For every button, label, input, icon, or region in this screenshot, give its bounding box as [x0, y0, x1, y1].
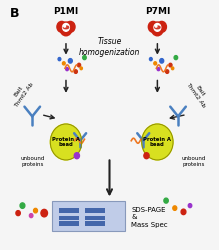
Circle shape: [60, 23, 72, 37]
FancyBboxPatch shape: [59, 222, 79, 226]
Circle shape: [188, 204, 192, 208]
Circle shape: [174, 56, 178, 60]
Circle shape: [57, 22, 66, 33]
Circle shape: [64, 26, 65, 28]
Text: Bait
Tnmt2 Ab: Bait Tnmt2 Ab: [185, 78, 210, 108]
Circle shape: [181, 209, 186, 215]
Ellipse shape: [151, 23, 163, 34]
Circle shape: [58, 58, 61, 61]
FancyBboxPatch shape: [59, 208, 79, 213]
Text: Protein A
bead: Protein A bead: [52, 136, 80, 147]
Circle shape: [142, 124, 173, 160]
Circle shape: [74, 70, 77, 74]
Circle shape: [160, 59, 164, 64]
Circle shape: [16, 211, 20, 216]
Circle shape: [173, 206, 177, 210]
Circle shape: [164, 198, 168, 203]
Circle shape: [50, 124, 82, 160]
Circle shape: [34, 208, 37, 213]
FancyBboxPatch shape: [85, 222, 105, 226]
Circle shape: [83, 56, 86, 60]
Circle shape: [66, 68, 68, 71]
Circle shape: [154, 62, 157, 66]
FancyBboxPatch shape: [85, 208, 105, 213]
Text: Bait
Tnmt2 Ab: Bait Tnmt2 Ab: [9, 78, 34, 108]
Circle shape: [53, 214, 58, 220]
Circle shape: [41, 210, 48, 217]
Circle shape: [152, 23, 163, 37]
Text: unbound
proteins: unbound proteins: [181, 156, 205, 166]
Text: P7MI: P7MI: [145, 7, 170, 16]
Circle shape: [29, 214, 33, 218]
Circle shape: [154, 24, 161, 32]
Circle shape: [150, 58, 152, 61]
Circle shape: [20, 203, 25, 208]
Text: unbound
proteins: unbound proteins: [20, 156, 44, 166]
Text: SDS-PAGE
&
Mass Spec: SDS-PAGE & Mass Spec: [131, 206, 168, 227]
Text: P1MI: P1MI: [53, 7, 79, 16]
Circle shape: [166, 70, 169, 74]
Circle shape: [148, 22, 158, 33]
Ellipse shape: [60, 23, 72, 34]
Circle shape: [62, 62, 65, 66]
FancyBboxPatch shape: [53, 202, 125, 231]
Circle shape: [169, 64, 172, 68]
Circle shape: [80, 68, 82, 70]
Circle shape: [157, 68, 160, 71]
Circle shape: [68, 59, 72, 64]
Text: Protein A
bead: Protein A bead: [143, 136, 171, 147]
Circle shape: [65, 22, 75, 33]
Circle shape: [78, 64, 81, 68]
Ellipse shape: [155, 27, 160, 30]
Text: Tissue
homogenization: Tissue homogenization: [79, 37, 140, 57]
Circle shape: [144, 153, 149, 159]
Ellipse shape: [63, 27, 69, 30]
Circle shape: [155, 26, 157, 28]
Circle shape: [74, 153, 79, 159]
FancyBboxPatch shape: [59, 216, 79, 220]
Text: B: B: [9, 7, 19, 20]
FancyBboxPatch shape: [85, 216, 105, 220]
Circle shape: [171, 68, 174, 70]
Circle shape: [63, 24, 69, 32]
Circle shape: [157, 22, 166, 33]
